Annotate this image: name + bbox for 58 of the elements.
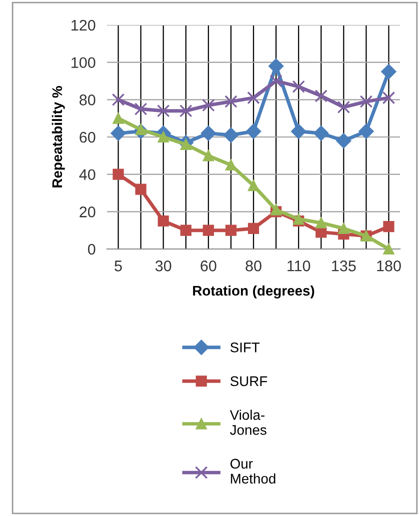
y-tick-label: 100 xyxy=(72,57,96,68)
point xyxy=(382,91,396,104)
point xyxy=(247,91,260,104)
legend-label: SURF xyxy=(230,376,268,386)
x-tick-label: 110 xyxy=(288,260,310,272)
y-tick-label: 20 xyxy=(80,206,96,218)
point xyxy=(337,100,350,114)
point xyxy=(112,93,125,106)
point xyxy=(158,131,169,143)
point xyxy=(358,124,374,139)
point xyxy=(314,126,329,141)
x-tick-label: 30 xyxy=(155,260,172,272)
point xyxy=(110,126,126,141)
point xyxy=(225,224,237,236)
point xyxy=(316,217,327,228)
point xyxy=(224,95,238,108)
legend-label: Our Method xyxy=(230,458,276,484)
point xyxy=(383,243,394,255)
point xyxy=(158,215,169,227)
y-tick-label: 0 xyxy=(88,244,96,255)
x-tick-label: 5 xyxy=(114,260,122,272)
x-tick-label: 135 xyxy=(332,260,356,272)
point xyxy=(202,150,214,162)
point xyxy=(270,74,282,88)
x-tick-label: 180 xyxy=(377,260,401,272)
point xyxy=(336,133,352,148)
point xyxy=(381,64,396,80)
point xyxy=(246,124,262,139)
legend-label: SIFT xyxy=(230,342,260,352)
point xyxy=(314,90,328,102)
point xyxy=(292,80,305,93)
point xyxy=(268,58,284,74)
x-tick-label: 80 xyxy=(246,260,262,272)
y-tick-label: 60 xyxy=(80,132,96,143)
y-tick-label: 120 xyxy=(72,20,96,31)
legend-label: Viola- Jones xyxy=(230,410,266,435)
point xyxy=(112,112,124,124)
x-axis-title: Rotation (degrees) xyxy=(193,285,314,298)
point xyxy=(135,184,146,195)
y-tick-label: 40 xyxy=(79,169,96,180)
point xyxy=(134,102,148,116)
y-axis-title: Repeatability % xyxy=(52,86,65,188)
point xyxy=(200,126,216,141)
point xyxy=(112,168,124,180)
x-tick-label: 60 xyxy=(200,260,216,272)
point xyxy=(156,104,170,118)
point xyxy=(202,98,215,112)
point xyxy=(202,224,214,236)
point xyxy=(291,124,306,139)
point xyxy=(383,221,394,232)
point xyxy=(248,222,260,234)
point xyxy=(338,222,350,234)
point xyxy=(179,104,192,118)
point xyxy=(223,128,239,143)
point xyxy=(248,180,260,192)
point xyxy=(180,224,192,236)
y-tick-label: 80 xyxy=(80,94,96,106)
point xyxy=(360,95,373,108)
